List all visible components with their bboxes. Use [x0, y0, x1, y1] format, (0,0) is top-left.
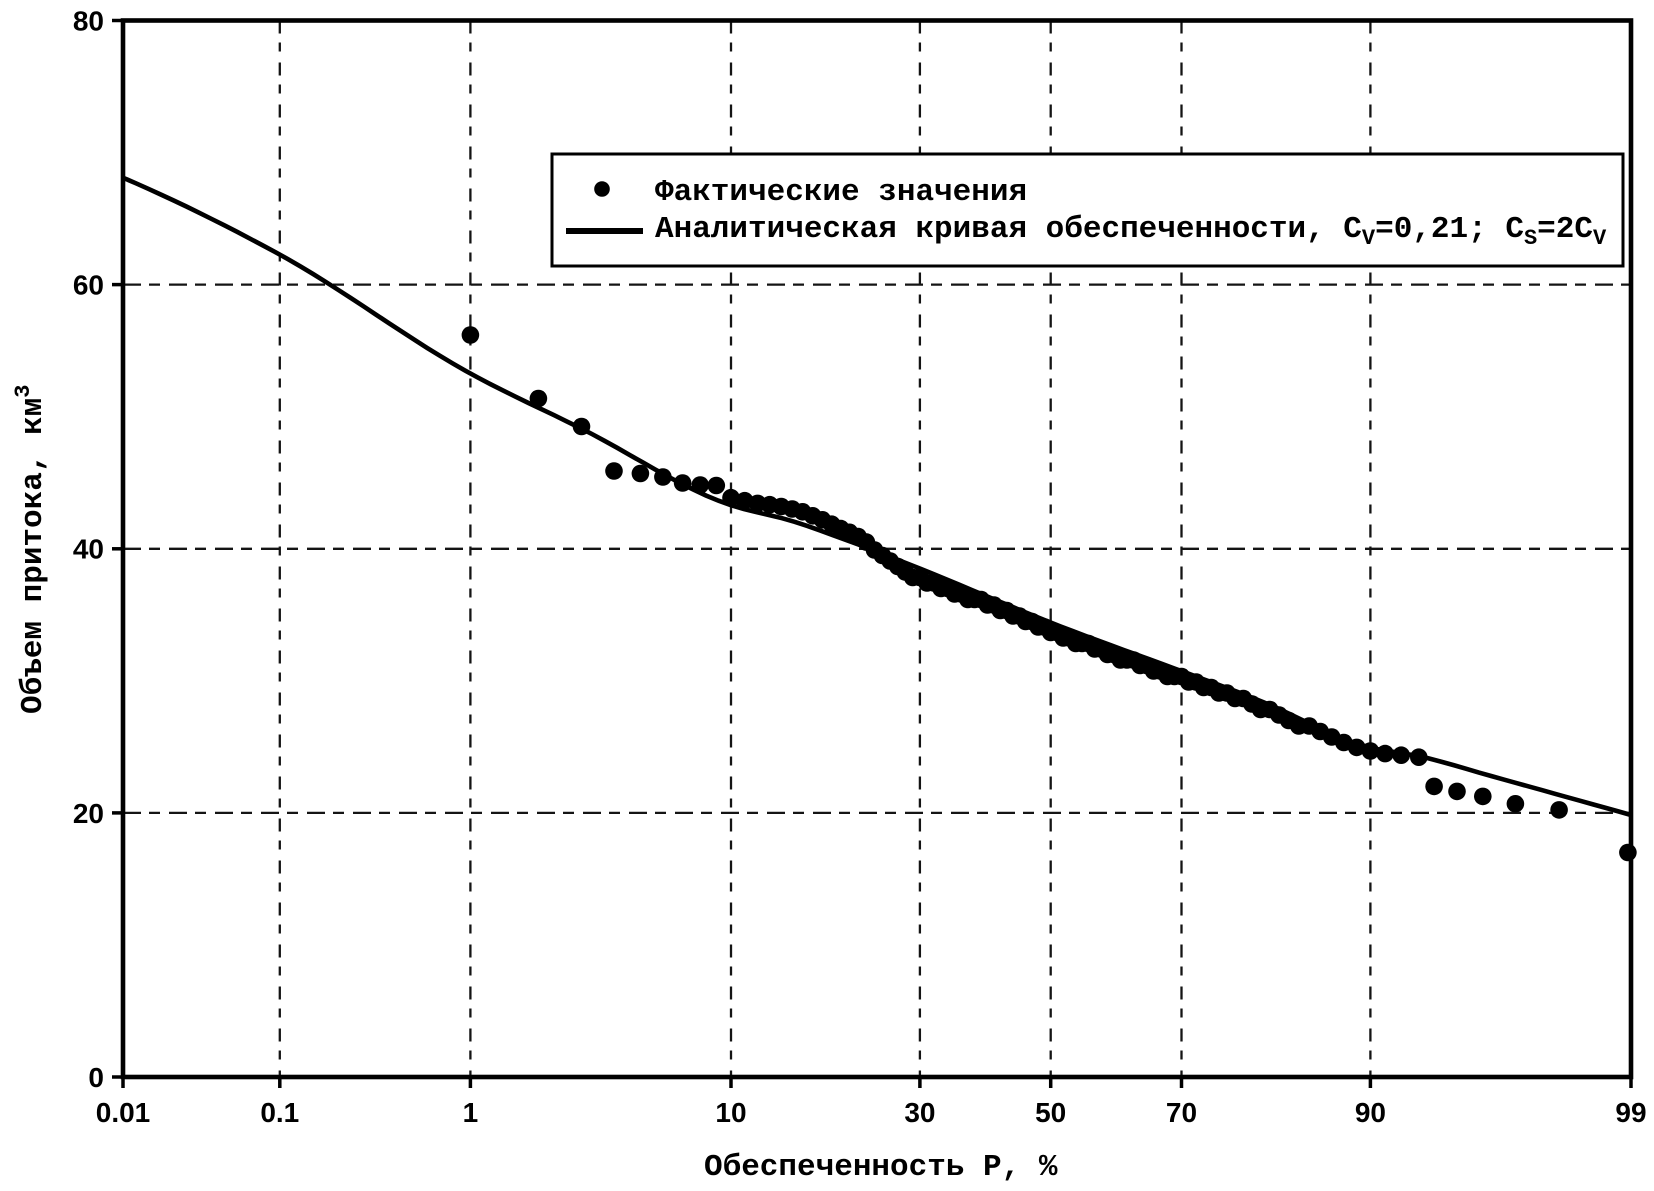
- svg-text:Объем притока, км3: Объем притока, км3: [11, 385, 51, 714]
- svg-text:20: 20: [73, 798, 104, 829]
- svg-text:0: 0: [88, 1062, 104, 1093]
- svg-text:1: 1: [463, 1097, 479, 1128]
- svg-text:80: 80: [73, 5, 104, 36]
- svg-text:40: 40: [73, 534, 104, 565]
- svg-text:90: 90: [1355, 1097, 1386, 1128]
- svg-text:0.01: 0.01: [96, 1097, 151, 1128]
- svg-text:Обеспеченность P, %: Обеспеченность P, %: [704, 1150, 1058, 1185]
- svg-text:0.1: 0.1: [260, 1097, 299, 1128]
- svg-text:30: 30: [904, 1097, 935, 1128]
- svg-text:99: 99: [1615, 1097, 1646, 1128]
- svg-text:50: 50: [1035, 1097, 1066, 1128]
- svg-text:Аналитическая кривая обеспечен: Аналитическая кривая обеспеченности, CV=…: [655, 212, 1607, 251]
- svg-text:70: 70: [1166, 1097, 1197, 1128]
- svg-text:Фактические значения: Фактические значения: [655, 175, 1027, 210]
- svg-text:60: 60: [73, 270, 104, 301]
- svg-text:10: 10: [715, 1097, 746, 1128]
